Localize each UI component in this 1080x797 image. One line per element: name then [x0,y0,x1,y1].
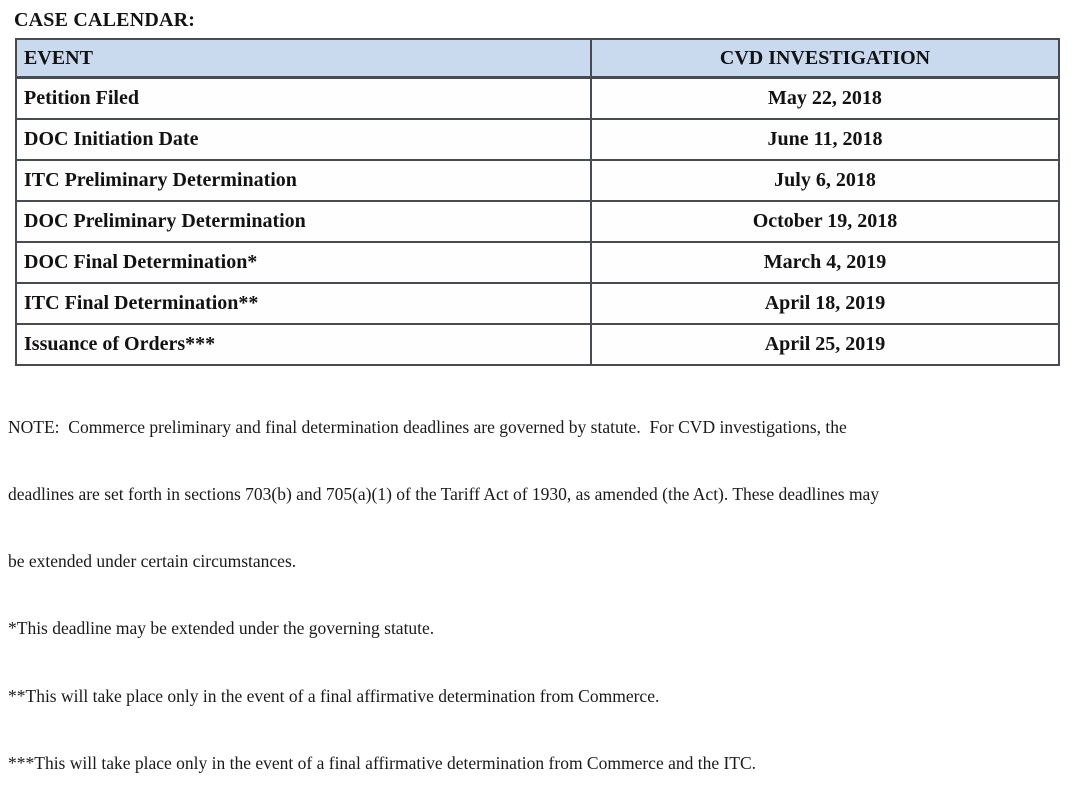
date-cell: October 19, 2018 [590,200,1060,243]
page-title: CASE CALENDAR: [14,9,196,31]
column-header-event: EVENT [15,38,592,79]
case-calendar-table: EVENT CVD INVESTIGATION Petition Filed M… [15,38,1060,366]
table-header-row: EVENT CVD INVESTIGATION [15,38,1060,79]
table-row: ITC Final Determination** April 18, 2019 [15,282,1060,325]
note-text-line: deadlines are set forth in sections 703(… [8,484,880,505]
event-cell: DOC Preliminary Determination [15,200,592,243]
event-cell: ITC Preliminary Determination [15,159,592,202]
event-cell: Issuance of Orders*** [15,323,592,366]
date-cell: March 4, 2019 [590,241,1060,284]
table-row: Issuance of Orders*** April 25, 2019 [15,323,1060,366]
date-cell: April 25, 2019 [590,323,1060,366]
event-cell: ITC Final Determination** [15,282,592,325]
footnote-triple-asterisk: ***This will take place only in the even… [8,752,757,773]
table-row: DOC Preliminary Determination October 19… [15,200,1060,243]
table-row: DOC Final Determination* March 4, 2019 [15,241,1060,284]
table-row: DOC Initiation Date June 11, 2018 [15,118,1060,161]
footnote-single-asterisk: *This deadline may be extended under the… [8,618,435,639]
table-row: ITC Preliminary Determination July 6, 20… [15,159,1060,202]
column-header-cvd-investigation: CVD INVESTIGATION [590,38,1060,79]
date-cell: May 22, 2018 [590,76,1060,120]
notes-section: NOTE: Commerce preliminary and final det… [8,371,1080,797]
date-cell: July 6, 2018 [590,159,1060,202]
note-text-line: be extended under certain circumstances. [8,551,297,572]
date-cell: June 11, 2018 [590,118,1060,161]
footnote-double-asterisk: **This will take place only in the event… [8,685,660,706]
note-text-line: NOTE: Commerce preliminary and final det… [8,416,847,437]
date-cell: April 18, 2019 [590,282,1060,325]
table-row: Petition Filed May 22, 2018 [15,76,1060,120]
event-cell: DOC Initiation Date [15,118,592,161]
event-cell: DOC Final Determination* [15,241,592,284]
event-cell: Petition Filed [15,76,592,120]
